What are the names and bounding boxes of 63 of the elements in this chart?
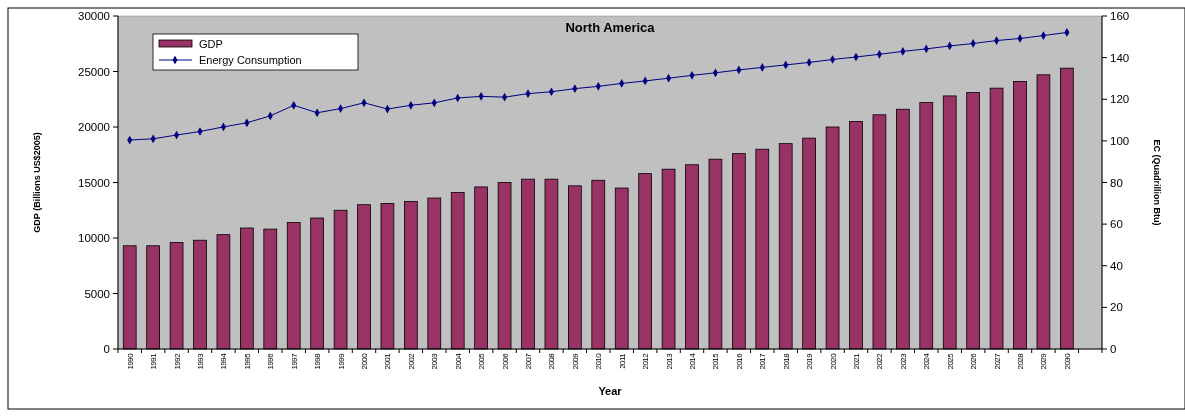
x-tick-label: 2025 [945,352,955,370]
x-tick-label: 1995 [242,352,252,370]
x-tick-label: 2015 [711,352,721,370]
x-tick-label: 2016 [734,352,744,370]
x-tick-label: 2029 [1039,352,1049,370]
x-tick-label: 2011 [617,352,627,369]
x-tick-label: 1996 [266,352,276,370]
x-tick-label: 1997 [289,352,299,370]
y-tick-label: 15000 [78,176,110,189]
legend-label: Energy Consumption [199,53,302,66]
x-tick-label: 2003 [430,352,440,370]
x-tick-label: 2026 [969,352,979,370]
y-tick-label: 25000 [78,65,110,78]
x-tick-label: 2020 [828,352,838,370]
y2-axis-title: EC (Quadrillion Btu) [1152,139,1162,226]
x-tick-label: 2013 [664,352,674,370]
y2-tick-label: 20 [1110,301,1123,314]
x-tick-label: 1990 [125,352,135,370]
x-tick-label: 2022 [875,352,885,370]
x-tick-label: 2007 [524,352,533,370]
x-tick-label: 2004 [453,352,463,370]
y2-tick-label: 0 [1110,343,1117,356]
x-tick-label: 2006 [500,352,510,370]
x-tick-label: 2023 [898,352,908,370]
y-tick-label: 5000 [84,287,110,300]
chart-title: North America [565,20,656,35]
y2-tick-label: 100 [1110,134,1130,147]
x-tick-label: 2000 [360,352,369,370]
x-tick-label: 1994 [219,352,229,370]
y-tick-label: 30000 [78,10,110,23]
y2-tick-label: 120 [1110,93,1130,106]
y-tick-label: 10000 [78,232,110,245]
x-tick-label: 2027 [992,352,1002,370]
x-tick-label: 2018 [781,352,791,370]
x-tick-label: 2012 [641,352,651,370]
y2-tick-label: 160 [1110,10,1130,23]
y2-tick-label: 140 [1110,51,1130,64]
y2-tick-label: 40 [1110,259,1123,272]
x-axis-title: Year [598,385,623,397]
x-tick-label: 1998 [313,352,323,370]
x-tick-label: 2001 [383,352,393,370]
y-axis-title: GDP (Billions US$2005) [32,132,42,233]
x-tick-label: 2009 [570,352,580,370]
y-tick-label: 0 [103,343,110,356]
x-tick-label: 2008 [547,352,557,370]
x-tick-label: 2005 [477,352,487,370]
x-tick-label: 1991 [149,352,159,370]
x-tick-label: 2014 [688,352,697,370]
x-tick-label: 1993 [196,352,205,370]
y2-tick-label: 80 [1110,176,1123,189]
y2-tick-label: 60 [1110,218,1123,231]
x-tick-label: 2028 [1016,352,1025,370]
x-tick-label: 2030 [1062,352,1072,370]
x-tick-label: 2017 [758,352,768,370]
x-tick-label: 2002 [406,352,416,370]
x-tick-label: 2019 [805,352,815,370]
x-tick-label: 2021 [852,352,861,370]
y-tick-label: 20000 [78,121,110,134]
x-tick-label: 2010 [594,352,604,370]
x-tick-label: 1992 [172,352,182,370]
x-tick-label: 1999 [336,352,346,370]
legend-label: GDP [199,37,223,50]
x-tick-label: 2024 [922,352,932,370]
